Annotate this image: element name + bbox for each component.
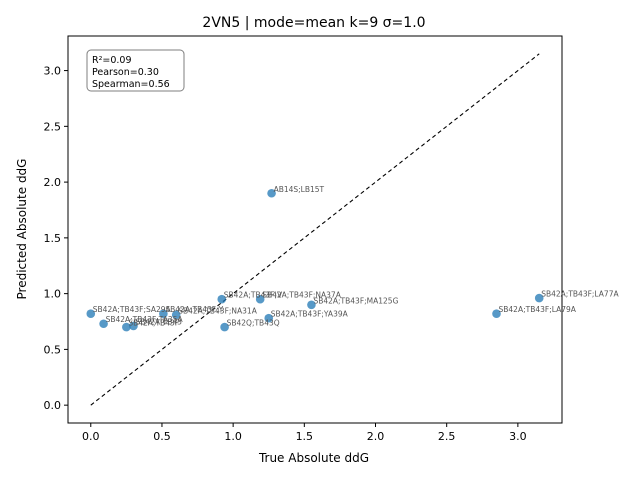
data-point [159, 309, 168, 319]
data-point [492, 309, 501, 319]
y-tick-label: 0.5 [44, 343, 62, 356]
y-tick-label: 3.0 [44, 65, 62, 78]
point-labels-layer: AB14S;LB15T SB42A;TB43F;LA77A SB42A;TB43F;… [93, 185, 620, 328]
y-axis: 0.0 0.5 1.0 1.5 2.0 2.5 3.0 [44, 65, 68, 412]
chart-title: 2VN5 | mode=mean k=9 σ=1.0 [202, 15, 425, 31]
point-label: AB14S;LB15T [274, 185, 325, 194]
point-label: SB42Q;TB43Q [227, 319, 280, 328]
data-point [217, 294, 227, 304]
data-point [99, 319, 108, 329]
x-tick-label: 2.0 [367, 430, 385, 443]
data-point [264, 313, 274, 323]
stats-spearman: Spearman=0.56 [92, 79, 170, 90]
identity-reference-line [90, 53, 540, 406]
x-axis-label: True Absolute ddG [258, 451, 369, 465]
plot-frame [67, 35, 563, 424]
point-label: SB42A;TB43F;V [224, 291, 283, 300]
data-point [122, 322, 131, 332]
y-tick-label: 2.0 [44, 176, 62, 189]
plot-area: AB14S;LB15T SB42A;TB43F;LA77A SB42A;TB43F;… [67, 35, 620, 424]
data-point [86, 309, 96, 319]
y-tick-label: 1.0 [44, 288, 62, 301]
points-layer [86, 188, 544, 332]
y-tick-label: 2.5 [44, 120, 62, 133]
stats-box: R²=0.09 Pearson=0.30 Spearman=0.56 [86, 49, 185, 92]
point-label: SB42A;TB43F [128, 319, 179, 328]
x-tick-label: 3.0 [509, 430, 527, 443]
point-label: SB42A;TB43F;Y [165, 305, 223, 314]
stats-box-frame [86, 49, 185, 92]
x-tick-label: 0.0 [82, 430, 100, 443]
data-point [171, 310, 181, 320]
x-tick-label: 1.0 [224, 430, 242, 443]
data-point [220, 322, 229, 332]
y-tick-label: 0.0 [44, 399, 62, 412]
point-label: SB42A;TB43 [135, 317, 182, 326]
point-label: SB42A;TB43F;NA31A [178, 306, 258, 315]
data-point [534, 293, 544, 303]
x-axis: 0.0 0.5 1.0 1.5 2.0 2.5 3.0 [82, 423, 527, 443]
x-tick-label: 0.5 [153, 430, 171, 443]
data-point [255, 294, 265, 304]
y-tick-label: 1.5 [44, 232, 62, 245]
point-label: SB42A;TB43F;LA79A [499, 305, 577, 314]
point-label: SB42A;TB43F;MA125G [313, 296, 398, 305]
stats-r2: R²=0.09 [92, 55, 132, 66]
data-point [307, 300, 316, 310]
point-label: SB42A;TB43F;LA77A [541, 290, 619, 299]
x-tick-label: 1.5 [296, 430, 314, 443]
data-point [129, 321, 138, 331]
point-label: SB42A;TB43F;TA35A [106, 315, 184, 324]
x-tick-label: 2.5 [438, 430, 456, 443]
y-axis-label: Predicted Absolute ddG [15, 159, 29, 300]
data-point [267, 188, 276, 198]
point-label: SB42A;TB43F;YA39A [271, 310, 349, 319]
point-label: SB42A;TB43F;NA37A [262, 291, 342, 300]
point-label: SB42A;TB43F;SA29A [93, 305, 172, 314]
stats-pearson: Pearson=0.30 [92, 67, 159, 78]
